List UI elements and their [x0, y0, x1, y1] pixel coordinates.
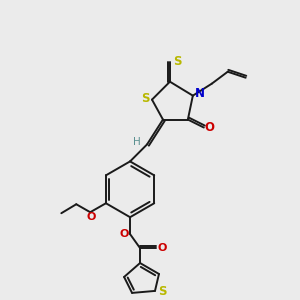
Text: O: O — [86, 212, 96, 222]
Text: O: O — [157, 243, 167, 253]
Text: O: O — [119, 229, 129, 239]
Text: S: S — [173, 55, 181, 68]
Text: O: O — [205, 121, 215, 134]
Text: S: S — [158, 285, 166, 298]
Text: H: H — [133, 137, 141, 148]
Text: N: N — [195, 87, 205, 100]
Text: S: S — [141, 92, 149, 105]
